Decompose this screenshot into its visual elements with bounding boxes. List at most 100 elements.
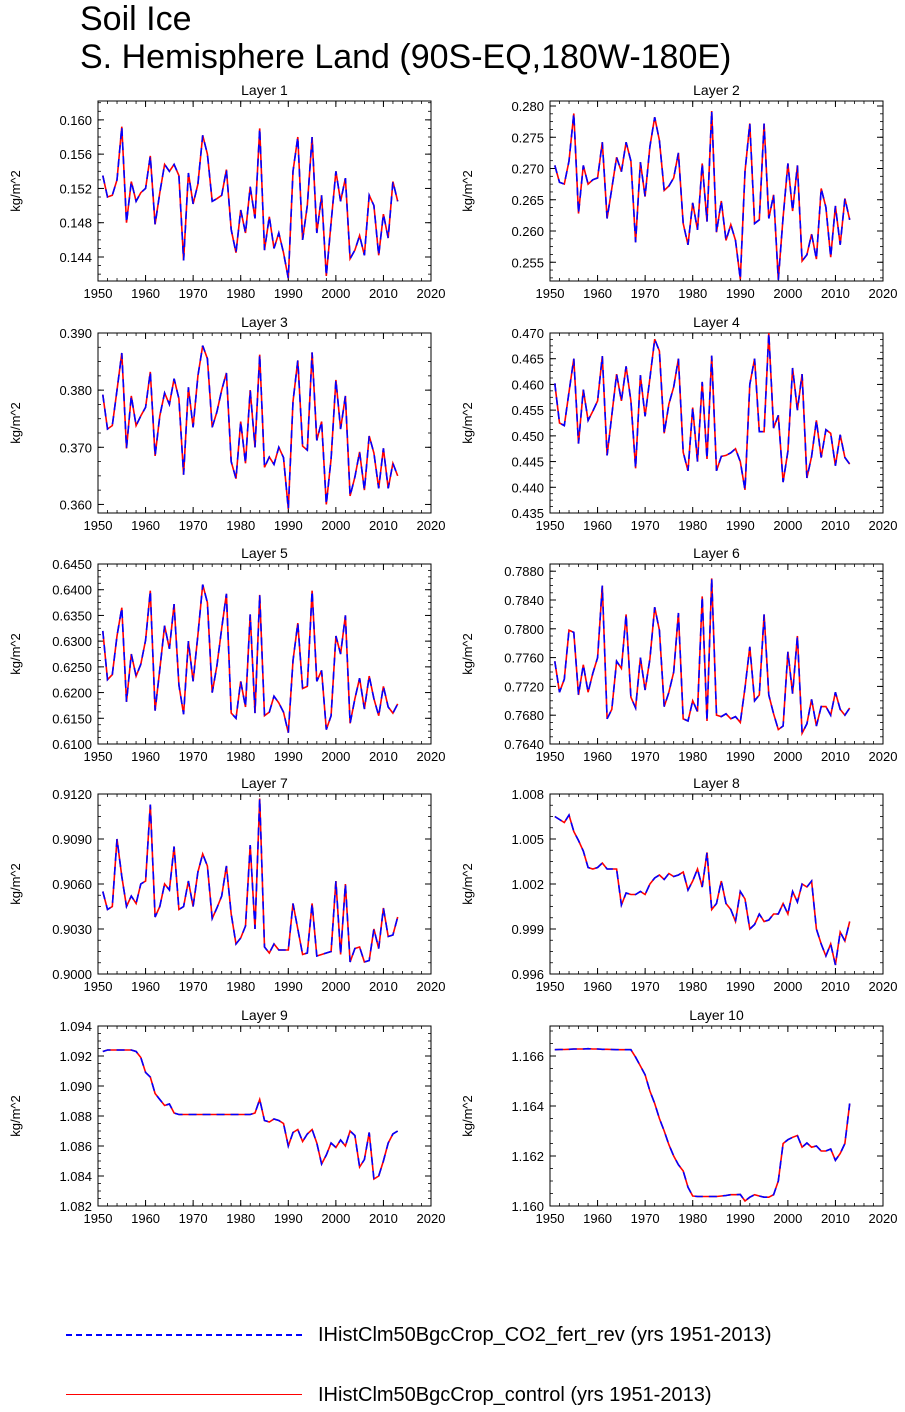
x-tick-label: 1980 xyxy=(226,286,255,301)
plot-frame xyxy=(97,1025,432,1207)
plot-frame xyxy=(97,563,432,745)
x-tick-label: 1990 xyxy=(274,518,303,533)
y-tick-label: 1.160 xyxy=(511,1199,544,1214)
legend-label-control: IHistClm50BgcCrop_control (yrs 1951-2013… xyxy=(318,1384,712,1406)
chart-panel-5: Layer 5 kg/m^2 1950 1960 1970 1980 1990 2000 201… xyxy=(8,545,445,764)
figure-subtitle: S. Hemisphere Land (90S-EQ,180W-180E) xyxy=(80,38,732,76)
series-line-co2-fert-rev xyxy=(102,1049,399,1181)
x-tick-label: 2010 xyxy=(369,1211,398,1226)
y-tick-label: 0.999 xyxy=(511,922,544,937)
y-axis-label: kg/m^2 xyxy=(8,1095,23,1137)
panel-title: Layer 3 xyxy=(241,314,288,330)
panel-title: Layer 7 xyxy=(241,775,288,791)
x-tick-label: 2010 xyxy=(369,518,398,533)
panel-title: Layer 5 xyxy=(241,545,288,561)
series-line-co2-fert-rev xyxy=(554,578,851,737)
y-tick-label: 0.7760 xyxy=(504,651,544,666)
x-tick-label: 1950 xyxy=(84,518,113,533)
x-tick-label: 1980 xyxy=(678,979,707,994)
x-tick-label: 1960 xyxy=(131,749,160,764)
series-line-co2-fert-rev xyxy=(554,1047,851,1203)
y-tick-label: 0.6300 xyxy=(52,634,92,649)
x-tick-label: 1960 xyxy=(131,979,160,994)
series-line-control xyxy=(554,813,851,966)
x-tick-label: 2000 xyxy=(773,979,802,994)
chart-panel-2: Layer 2 kg/m^2 1950 1960 1970 1980 1990 2000 201… xyxy=(460,82,897,301)
x-tick-label: 2000 xyxy=(773,749,802,764)
x-tick-label: 1990 xyxy=(726,749,755,764)
y-tick-label: 0.6100 xyxy=(52,737,92,752)
y-tick-label: 1.164 xyxy=(511,1099,544,1114)
y-tick-label: 0.270 xyxy=(511,162,544,177)
series-line-control xyxy=(102,798,399,964)
legend-label-co2-fert-rev: IHistClm50BgcCrop_CO2_fert_rev (yrs 1951… xyxy=(318,1324,772,1346)
panel-title: Layer 10 xyxy=(689,1007,744,1023)
x-tick-label: 1960 xyxy=(131,286,160,301)
x-tick-label: 1970 xyxy=(179,286,208,301)
y-tick-label: 0.360 xyxy=(59,497,92,512)
x-tick-label: 1950 xyxy=(536,749,565,764)
y-tick-label: 0.6400 xyxy=(52,583,92,598)
chart-panel-9: Layer 9 kg/m^2 1950 1960 1970 1980 1990 2000 201… xyxy=(8,1007,445,1226)
figure-header: Soil Ice S. Hemisphere Land (90S-EQ,180W… xyxy=(80,0,731,76)
y-axis-label: kg/m^2 xyxy=(8,633,23,675)
y-tick-label: 0.7840 xyxy=(504,593,544,608)
y-tick-label: 1.090 xyxy=(59,1079,92,1094)
panel-title: Layer 2 xyxy=(693,82,740,98)
chart-panel-10: Layer 10 kg/m^2 1950 1960 1970 1980 1990 2000 20… xyxy=(460,1007,897,1226)
x-tick-label: 1960 xyxy=(583,286,612,301)
y-tick-label: 0.7800 xyxy=(504,622,544,637)
x-tick-label: 2010 xyxy=(821,749,850,764)
x-tick-label: 1990 xyxy=(274,979,303,994)
panel-title: Layer 6 xyxy=(693,545,740,561)
x-tick-label: 1970 xyxy=(179,749,208,764)
x-tick-label: 1970 xyxy=(631,749,660,764)
legend-line-solid-red xyxy=(66,1394,302,1395)
plot-frame xyxy=(549,563,884,745)
y-tick-label: 0.160 xyxy=(59,113,92,128)
y-tick-label: 0.280 xyxy=(511,99,544,114)
y-tick-label: 0.6250 xyxy=(52,660,92,675)
y-tick-label: 1.092 xyxy=(59,1049,92,1064)
x-tick-label: 2000 xyxy=(773,1211,802,1226)
x-tick-label: 2020 xyxy=(417,518,446,533)
plot-frame xyxy=(549,1025,884,1207)
y-tick-label: 0.156 xyxy=(59,147,92,162)
y-tick-label: 1.094 xyxy=(59,1019,92,1034)
series-line-control xyxy=(554,110,851,280)
x-tick-label: 1950 xyxy=(536,286,565,301)
x-tick-label: 1970 xyxy=(631,286,660,301)
x-tick-label: 2010 xyxy=(369,979,398,994)
x-tick-label: 1950 xyxy=(536,1211,565,1226)
chart-panel-6: Layer 6 kg/m^2 1950 1960 1970 1980 1990 2000 201… xyxy=(460,545,897,764)
y-tick-label: 0.255 xyxy=(511,255,544,270)
y-tick-label: 1.086 xyxy=(59,1139,92,1154)
y-tick-label: 0.380 xyxy=(59,383,92,398)
x-tick-label: 1990 xyxy=(726,518,755,533)
x-tick-label: 2010 xyxy=(821,1211,850,1226)
x-tick-label: 1980 xyxy=(678,749,707,764)
plot-frame xyxy=(549,332,884,514)
series-line-control xyxy=(554,1047,851,1203)
x-tick-label: 1980 xyxy=(678,286,707,301)
x-tick-label: 1960 xyxy=(583,1211,612,1226)
y-tick-label: 1.088 xyxy=(59,1109,92,1124)
x-tick-label: 1970 xyxy=(179,518,208,533)
y-tick-label: 0.6450 xyxy=(52,557,92,572)
y-tick-label: 0.435 xyxy=(511,506,544,521)
x-tick-label: 2000 xyxy=(321,518,350,533)
y-tick-label: 0.390 xyxy=(59,326,92,341)
y-tick-label: 0.7880 xyxy=(504,564,544,579)
x-tick-label: 2020 xyxy=(417,749,446,764)
x-tick-label: 1950 xyxy=(536,979,565,994)
y-tick-label: 0.9120 xyxy=(52,787,92,802)
series-line-control xyxy=(554,332,851,491)
series-line-control xyxy=(102,584,399,733)
x-tick-label: 1970 xyxy=(631,1211,660,1226)
series-line-co2-fert-rev xyxy=(554,332,851,491)
x-tick-label: 2020 xyxy=(869,518,898,533)
chart-panel-1: Layer 1 kg/m^2 1950 1960 1970 1980 1990 2000 201… xyxy=(8,82,445,301)
series-line-co2-fert-rev xyxy=(102,126,399,279)
y-axis-label: kg/m^2 xyxy=(460,863,475,905)
x-tick-label: 1960 xyxy=(131,1211,160,1226)
